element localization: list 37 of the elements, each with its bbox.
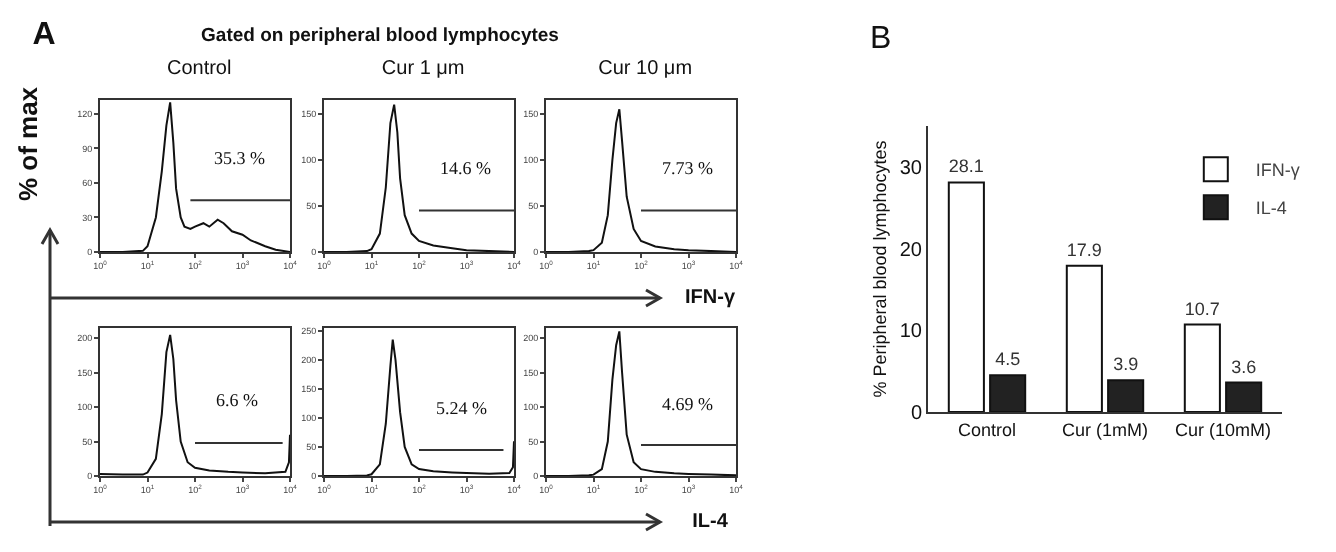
- bar: [1183, 323, 1221, 412]
- y-tick-label: 0: [910, 403, 923, 425]
- annotation: 14.6 %: [440, 158, 492, 178]
- annotation: 5.24 %: [436, 398, 488, 418]
- data-label: 3.9: [1113, 354, 1139, 375]
- x-tick-label: Cur (10mM): [1174, 419, 1272, 440]
- text: Gated on peripheral blood lymphocytes: [201, 25, 559, 47]
- data-label: 4.5: [995, 349, 1021, 370]
- x-tick-label: Control: [957, 419, 1017, 440]
- chart-title: Cur 1 μm: [381, 58, 465, 80]
- y-tick-label: 30: [899, 157, 923, 180]
- bar: [1225, 381, 1263, 412]
- text: B: [870, 22, 892, 56]
- bar: [947, 181, 985, 412]
- legend-label: IFN-γ: [1255, 160, 1301, 181]
- legend-label: IL-4: [1255, 198, 1287, 219]
- annotation: 4.69 %: [662, 394, 714, 414]
- y-axis-title: % of max: [13, 86, 43, 202]
- data-label: 3.6: [1231, 356, 1257, 377]
- annotation: 35.3 %: [214, 148, 266, 168]
- data-label: 28.1: [948, 156, 984, 177]
- x-axis-title: IL-4: [692, 511, 728, 533]
- annotation: 7.73 %: [662, 158, 714, 178]
- chart-title: Control: [166, 58, 232, 80]
- data-label: 10.7: [1184, 298, 1220, 319]
- data-label: 17.9: [1066, 239, 1102, 260]
- y-axis-title: % Peripheral blood lymphocytes: [870, 139, 891, 398]
- chart-title: Cur 10 μm: [598, 58, 693, 80]
- bar: [1065, 264, 1103, 412]
- bar: [1107, 379, 1145, 412]
- x-axis-title: IFN-γ: [685, 287, 735, 309]
- bar: [989, 374, 1027, 412]
- annotation: 6.6 %: [216, 390, 259, 410]
- x-tick-label: Cur (1mM): [1062, 419, 1148, 440]
- y-tick-label: 20: [899, 239, 923, 262]
- y-tick-label: 10: [899, 321, 923, 344]
- text: A: [32, 18, 56, 54]
